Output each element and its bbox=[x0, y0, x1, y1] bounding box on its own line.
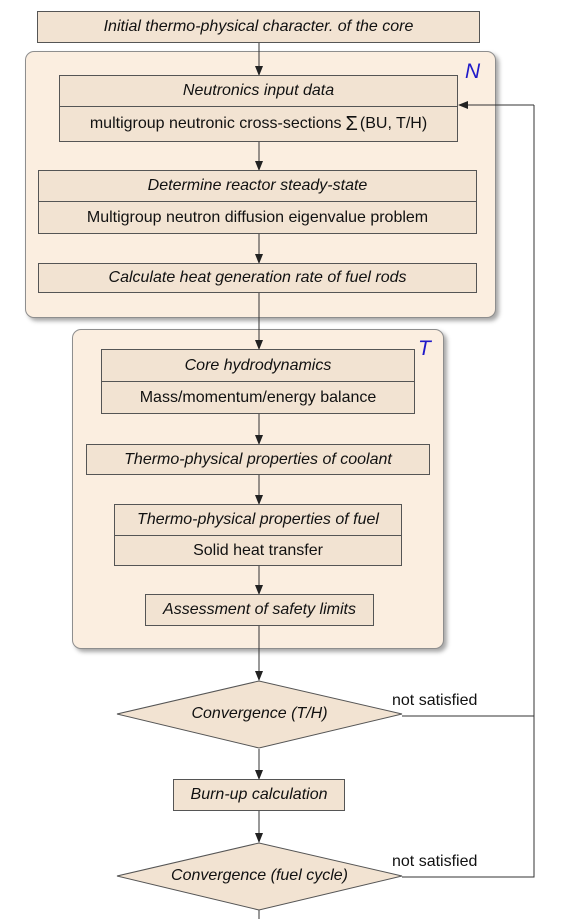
safety-limits-label: Assessment of safety limits bbox=[163, 601, 356, 618]
burnup-box: Burn-up calculation bbox=[173, 779, 345, 811]
cross-sections-args: (BU, T/H) bbox=[359, 115, 428, 132]
diffusion-problem-label: Multigroup neutron diffusion eigenvalue … bbox=[39, 201, 476, 233]
convergence-th-label: Convergence (T/H) bbox=[191, 705, 328, 722]
cross-sections-label: multigroup neutronic cross-sections bbox=[89, 115, 342, 132]
sigma-symbol: Σ bbox=[345, 112, 358, 135]
coolant-properties-box: Thermo-physical properties of coolant bbox=[86, 444, 430, 475]
convergence-fuel-diamond bbox=[116, 842, 403, 911]
neutronics-input-title: Neutronics input data bbox=[182, 82, 335, 99]
neutronics-input-box: Neutronics input data multigroup neutron… bbox=[59, 75, 458, 142]
core-hydrodynamics-title: Core hydrodynamics bbox=[184, 356, 332, 374]
core-hydrodynamics-box: Core hydrodynamics Mass/momentum/energy … bbox=[101, 349, 415, 414]
steady-state-title: Determine reactor steady-state bbox=[147, 177, 368, 194]
solid-heat-transfer-label: Solid heat transfer bbox=[115, 535, 401, 565]
coolant-properties-label: Thermo-physical properties of coolant bbox=[124, 450, 392, 468]
steady-state-box: Determine reactor steady-state Multigrou… bbox=[38, 170, 477, 234]
fuel-properties-title: Thermo-physical properties of fuel bbox=[137, 511, 379, 528]
balance-label: Mass/momentum/energy balance bbox=[102, 381, 414, 413]
burnup-label: Burn-up calculation bbox=[190, 786, 328, 803]
heat-generation-label: Calculate heat generation rate of fuel r… bbox=[108, 269, 407, 286]
not-satisfied-fuel-label: not satisfied bbox=[392, 853, 478, 870]
neutronics-group-label: N bbox=[465, 60, 481, 83]
initial-character-box: Initial thermo-physical character. of th… bbox=[37, 11, 480, 43]
safety-limits-box: Assessment of safety limits bbox=[145, 594, 374, 626]
initial-character-label: Initial thermo-physical character. of th… bbox=[103, 18, 414, 35]
feedback-line-fuel bbox=[402, 716, 535, 878]
convergence-th-diamond bbox=[116, 680, 403, 749]
convergence-fuel-label: Convergence (fuel cycle) bbox=[171, 867, 348, 884]
not-satisfied-th-label: not satisfied bbox=[392, 692, 478, 709]
fuel-properties-box: Thermo-physical properties of fuel Solid… bbox=[114, 504, 402, 566]
cross-sections-row: multigroup neutronic cross-sections Σ (B… bbox=[60, 106, 457, 141]
thermal-group-label: T bbox=[418, 337, 431, 360]
heat-generation-box: Calculate heat generation rate of fuel r… bbox=[38, 263, 477, 293]
